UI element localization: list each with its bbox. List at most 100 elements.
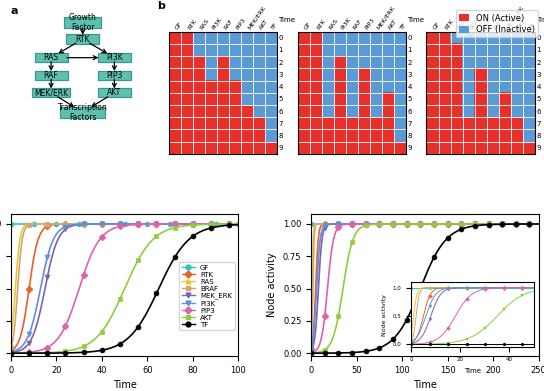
PIP3 bbox=[91, 247, 97, 251]
Text: Transcription
Factors: Transcription Factors bbox=[58, 103, 108, 122]
RAS bbox=[8, 335, 14, 340]
GF bbox=[216, 222, 222, 226]
Text: RAS: RAS bbox=[44, 53, 59, 62]
Line: BRAF: BRAF bbox=[9, 222, 241, 350]
MEK_ERK bbox=[9, 350, 15, 355]
RAS bbox=[132, 222, 138, 226]
MEK_ERK bbox=[131, 222, 137, 226]
PIP3 bbox=[103, 230, 110, 235]
FancyBboxPatch shape bbox=[66, 34, 99, 44]
BRAF bbox=[98, 222, 105, 226]
Text: Growth
Factor: Growth Factor bbox=[69, 13, 97, 32]
RAS bbox=[9, 327, 15, 332]
RTK bbox=[235, 222, 242, 226]
BRAF bbox=[28, 222, 35, 227]
MEK_ERK bbox=[216, 222, 222, 226]
PIP3 bbox=[9, 351, 15, 355]
TF bbox=[91, 349, 97, 354]
RAS bbox=[96, 222, 103, 226]
FancyBboxPatch shape bbox=[64, 17, 101, 29]
GF bbox=[131, 222, 137, 226]
RTK bbox=[28, 271, 35, 275]
AKT bbox=[216, 222, 222, 226]
AKT bbox=[9, 351, 15, 355]
Line: TF: TF bbox=[9, 222, 241, 356]
GF bbox=[103, 222, 110, 226]
PI3K bbox=[216, 222, 222, 226]
PI3K bbox=[28, 325, 35, 330]
MEK_ERK bbox=[8, 350, 14, 355]
Text: PI3K: PI3K bbox=[106, 53, 123, 62]
Text: RTK: RTK bbox=[76, 34, 90, 43]
MEK_ERK bbox=[28, 337, 35, 341]
GF bbox=[9, 222, 15, 226]
PIP3 bbox=[28, 350, 35, 354]
PI3K bbox=[103, 222, 110, 226]
PIP3 bbox=[8, 351, 14, 355]
Y-axis label: Node activity: Node activity bbox=[267, 253, 277, 317]
Line: RTK: RTK bbox=[9, 222, 241, 353]
PI3K bbox=[131, 222, 137, 226]
Legend: ON (Active), OFF (Inactive): ON (Active), OFF (Inactive) bbox=[456, 10, 538, 38]
Text: a: a bbox=[11, 6, 18, 16]
Text: RAF: RAF bbox=[44, 71, 59, 80]
BRAF bbox=[8, 345, 14, 350]
X-axis label: Time: Time bbox=[113, 380, 137, 390]
TF bbox=[131, 330, 137, 335]
FancyBboxPatch shape bbox=[33, 88, 70, 97]
PI3K bbox=[235, 222, 242, 226]
TF bbox=[8, 351, 14, 355]
FancyBboxPatch shape bbox=[35, 53, 67, 62]
PIP3 bbox=[216, 222, 222, 226]
Line: PI3K: PI3K bbox=[9, 222, 241, 354]
Line: GF: GF bbox=[9, 222, 241, 226]
RAS bbox=[28, 222, 35, 226]
GF bbox=[28, 222, 35, 226]
BRAF bbox=[9, 341, 15, 346]
TF bbox=[235, 222, 242, 227]
PI3K bbox=[8, 350, 14, 354]
Text: PIP3: PIP3 bbox=[106, 71, 122, 80]
X-axis label: Time: Time bbox=[413, 380, 437, 390]
BRAF bbox=[235, 222, 242, 226]
AKT bbox=[103, 323, 110, 327]
TF bbox=[9, 351, 15, 355]
AKT bbox=[235, 222, 242, 226]
RTK bbox=[193, 222, 200, 226]
Text: AKT: AKT bbox=[107, 88, 121, 97]
BRAF bbox=[104, 222, 111, 226]
Text: b: b bbox=[157, 1, 165, 11]
PIP3 bbox=[131, 222, 137, 227]
TF bbox=[103, 347, 110, 352]
BRAF bbox=[217, 222, 224, 226]
RTK bbox=[131, 222, 137, 226]
AKT bbox=[91, 337, 97, 342]
Line: AKT: AKT bbox=[9, 222, 241, 355]
MEK_ERK bbox=[103, 222, 110, 226]
Text: MEK/ERK: MEK/ERK bbox=[34, 88, 68, 97]
Line: MEK_ERK: MEK_ERK bbox=[9, 222, 241, 355]
AKT bbox=[131, 266, 137, 271]
AKT bbox=[28, 351, 35, 355]
GF bbox=[8, 222, 14, 226]
BRAF bbox=[132, 222, 138, 226]
MEK_ERK bbox=[235, 222, 242, 226]
TF bbox=[216, 224, 222, 229]
FancyBboxPatch shape bbox=[98, 53, 131, 62]
RTK bbox=[9, 348, 15, 353]
PI3K bbox=[91, 222, 97, 226]
MEK_ERK bbox=[91, 222, 97, 226]
FancyBboxPatch shape bbox=[60, 107, 105, 118]
RAS bbox=[91, 222, 97, 226]
RTK bbox=[217, 222, 224, 226]
Line: RAS: RAS bbox=[9, 222, 241, 340]
RTK bbox=[103, 222, 110, 226]
GF bbox=[235, 222, 242, 226]
BRAF bbox=[91, 222, 97, 226]
PI3K bbox=[9, 349, 15, 354]
FancyBboxPatch shape bbox=[35, 70, 67, 80]
AKT bbox=[8, 351, 14, 355]
GF bbox=[91, 222, 97, 226]
FancyBboxPatch shape bbox=[98, 88, 131, 97]
RAS bbox=[235, 222, 242, 226]
